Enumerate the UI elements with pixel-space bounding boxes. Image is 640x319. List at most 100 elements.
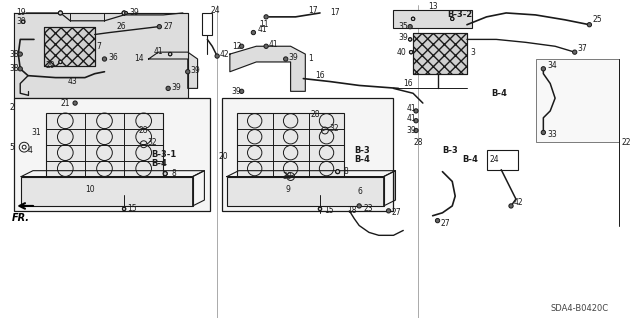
Circle shape [573,50,577,54]
Text: 41: 41 [406,114,416,123]
Text: 8: 8 [171,169,176,178]
Text: SDA4-B0420C: SDA4-B0420C [550,304,609,313]
Text: 39: 39 [289,53,298,62]
Text: 2: 2 [10,103,14,113]
Circle shape [22,20,25,24]
Text: 36: 36 [108,53,118,62]
Text: 22: 22 [621,138,631,147]
Circle shape [18,52,22,56]
Text: 27: 27 [440,219,450,228]
Text: 16: 16 [403,79,413,88]
Text: 15: 15 [324,206,333,215]
Text: B-3-2: B-3-2 [447,11,472,19]
Text: B-4: B-4 [462,155,478,164]
Text: 9: 9 [285,185,291,194]
Text: 15: 15 [127,204,137,213]
Circle shape [435,219,440,223]
Circle shape [239,89,244,93]
Polygon shape [230,46,305,91]
Text: 19: 19 [17,9,26,18]
Text: 34: 34 [547,61,557,70]
Text: 38: 38 [10,49,19,59]
Circle shape [168,52,172,56]
Text: 20: 20 [218,152,228,161]
Text: 25: 25 [593,15,602,24]
Text: 33: 33 [547,130,557,139]
Text: 41: 41 [406,104,416,114]
Bar [14,98,211,211]
Text: B-3: B-3 [442,145,458,155]
Text: 39: 39 [232,87,241,96]
Circle shape [22,145,26,149]
Text: 26: 26 [116,22,126,31]
Text: B-4: B-4 [152,159,168,168]
Bar [413,33,467,74]
Bar [45,113,163,176]
Text: B-3: B-3 [355,145,370,155]
Text: 27: 27 [163,22,173,31]
Text: 39: 39 [17,17,26,26]
Circle shape [166,86,170,91]
Circle shape [541,130,545,135]
Text: 6: 6 [357,187,362,196]
Text: 8: 8 [344,167,348,176]
Circle shape [58,11,63,15]
Polygon shape [14,13,188,98]
Text: 14: 14 [134,55,143,63]
Text: FR.: FR. [12,213,30,223]
Bar [44,27,95,66]
Circle shape [318,207,322,211]
Circle shape [215,54,220,58]
Text: 35: 35 [398,22,408,31]
Text: 13: 13 [428,2,438,11]
Bar [536,59,619,142]
Bar [413,33,467,74]
Bar [44,27,95,66]
Circle shape [122,11,126,15]
Polygon shape [21,171,204,176]
Circle shape [335,170,340,174]
Circle shape [408,38,412,41]
Circle shape [414,128,418,133]
Text: B-3-1: B-3-1 [152,150,177,159]
Text: 11: 11 [259,20,269,29]
Circle shape [102,57,107,61]
Text: 41: 41 [269,40,278,49]
Circle shape [264,44,268,48]
Text: 18: 18 [348,206,357,215]
Text: 42: 42 [220,49,230,59]
Circle shape [451,17,454,20]
Circle shape [387,209,391,213]
Polygon shape [383,171,396,206]
Circle shape [412,17,415,20]
Text: 39: 39 [406,126,416,135]
Text: 39: 39 [191,66,200,75]
Circle shape [588,23,591,27]
Polygon shape [148,52,198,88]
Bar [227,176,383,206]
Text: 37: 37 [578,44,588,53]
Text: 38: 38 [10,64,19,73]
Text: 31: 31 [31,128,41,137]
Text: 39: 39 [398,33,408,42]
Text: 39: 39 [129,9,139,18]
Circle shape [509,204,513,208]
Circle shape [18,67,22,71]
Text: 28: 28 [413,138,422,147]
Polygon shape [227,171,396,176]
Bar [394,10,472,28]
Circle shape [59,60,62,64]
Text: 32: 32 [330,124,339,133]
Circle shape [414,109,418,113]
Text: 43: 43 [67,77,77,86]
Bar [202,13,212,34]
Text: 42: 42 [514,198,524,207]
Circle shape [264,15,268,19]
Text: 5: 5 [10,143,14,152]
Circle shape [122,207,126,211]
Circle shape [157,25,161,29]
Bar [222,98,394,211]
Circle shape [541,67,545,71]
Circle shape [357,204,362,208]
Text: 32: 32 [148,138,157,147]
